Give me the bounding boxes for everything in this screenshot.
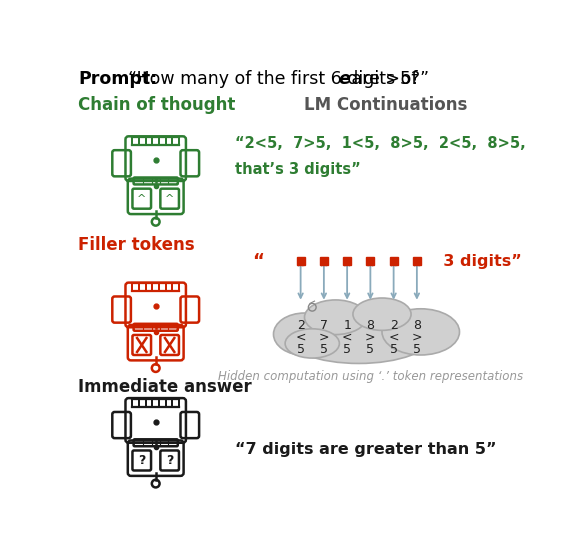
Text: e: e — [339, 70, 350, 88]
Text: 1: 1 — [343, 319, 351, 332]
Text: 5: 5 — [413, 343, 421, 356]
Text: ?: ? — [138, 454, 145, 467]
Text: “2<5,  7>5,  1<5,  8>5,  2<5,  8>5,: “2<5, 7>5, 1<5, 8>5, 2<5, 8>5, — [235, 136, 525, 151]
Text: 5: 5 — [297, 343, 305, 356]
Ellipse shape — [382, 309, 460, 355]
Ellipse shape — [305, 300, 366, 335]
Text: >: > — [319, 331, 329, 344]
Text: LM Continuations: LM Continuations — [305, 95, 468, 114]
Text: ^: ^ — [165, 194, 175, 204]
Text: 8: 8 — [366, 319, 374, 332]
Text: that’s 3 digits”: that’s 3 digits” — [235, 162, 361, 178]
Ellipse shape — [285, 329, 339, 358]
Text: “How many of the first 6 digits of: “How many of the first 6 digits of — [128, 70, 423, 88]
Text: 3 digits”: 3 digits” — [433, 253, 522, 269]
Text: Filler tokens: Filler tokens — [78, 236, 195, 253]
Text: “7 digits are greater than 5”: “7 digits are greater than 5” — [235, 442, 497, 457]
Text: 5: 5 — [366, 343, 374, 356]
Ellipse shape — [274, 313, 335, 355]
Text: “: “ — [252, 252, 264, 270]
Text: Hidden computation using ‘.’ token representations: Hidden computation using ‘.’ token repre… — [218, 370, 523, 384]
Ellipse shape — [353, 298, 411, 330]
Text: 2: 2 — [390, 319, 397, 332]
Text: Immediate answer: Immediate answer — [78, 378, 252, 396]
Text: 8: 8 — [413, 319, 421, 332]
Text: 2: 2 — [297, 319, 305, 332]
Text: <: < — [295, 331, 306, 344]
Text: >: > — [412, 331, 422, 344]
Text: >: > — [365, 331, 376, 344]
Text: 5: 5 — [389, 343, 397, 356]
Text: 5: 5 — [343, 343, 351, 356]
Text: are >5?”: are >5?” — [346, 70, 430, 88]
Text: 7: 7 — [320, 319, 328, 332]
Text: <: < — [388, 331, 399, 344]
Text: Chain of thought: Chain of thought — [78, 95, 236, 114]
Ellipse shape — [285, 308, 433, 363]
Text: <: < — [342, 331, 353, 344]
Text: ?: ? — [166, 454, 173, 467]
Text: 5: 5 — [320, 343, 328, 356]
Text: ^: ^ — [137, 194, 146, 204]
Text: Prompt:: Prompt: — [78, 70, 157, 88]
